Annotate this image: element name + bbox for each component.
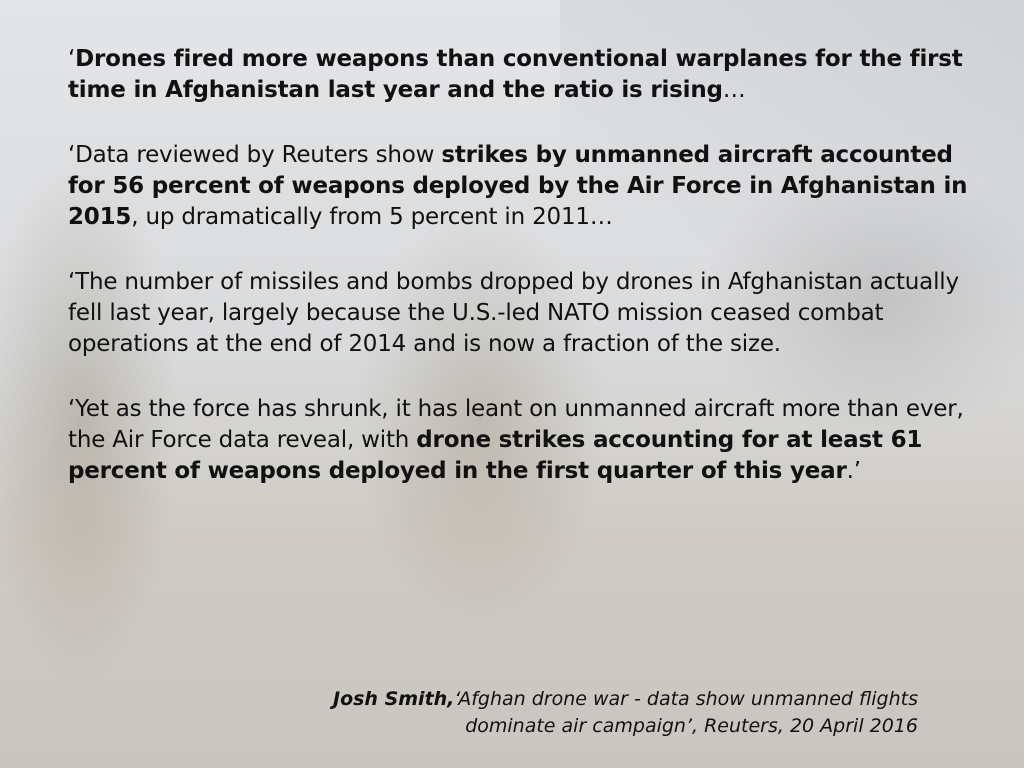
citation: Josh Smith,‘Afghan drone war - data show… xyxy=(333,686,918,740)
citation-title: ‘Afghan drone war - data show unmanned f… xyxy=(454,688,918,710)
bold-text: Drones fired more weapons than conventio… xyxy=(68,46,963,103)
text: ‘ xyxy=(68,46,76,72)
quote-body: ‘Drones fired more weapons than conventi… xyxy=(68,44,968,521)
paragraph-3: ‘The number of missiles and bombs droppe… xyxy=(68,267,968,360)
citation-line-1: Josh Smith,‘Afghan drone war - data show… xyxy=(333,686,918,713)
text: ‘Data reviewed by Reuters show xyxy=(68,142,442,168)
bold-text: strikes by unmanned aircraft accounted f… xyxy=(68,142,968,230)
text: .’ xyxy=(846,458,861,484)
citation-author: Josh Smith, xyxy=(333,688,455,710)
paragraph-2: ‘Data reviewed by Reuters show strikes b… xyxy=(68,140,968,233)
text: ‘The number of missiles and bombs droppe… xyxy=(68,269,959,357)
text: … xyxy=(722,77,746,103)
citation-line-2: dominate air campaign’, Reuters, 20 Apri… xyxy=(465,715,918,737)
paragraph-1: ‘Drones fired more weapons than conventi… xyxy=(68,44,968,106)
text: ‘Yet as the force has shrunk, it has lea… xyxy=(68,396,964,453)
paragraph-4: ‘Yet as the force has shrunk, it has lea… xyxy=(68,394,968,487)
bold-text: drone strikes accounting for at least 61… xyxy=(68,427,923,484)
text: , up dramatically from 5 percent in 2011… xyxy=(131,204,613,230)
